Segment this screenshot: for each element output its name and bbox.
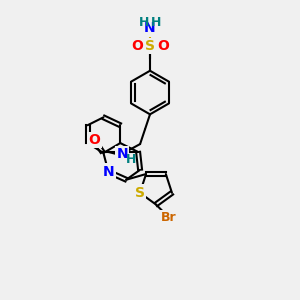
Text: Br: Br — [161, 211, 177, 224]
Text: S: S — [145, 39, 155, 53]
Text: O: O — [157, 39, 169, 53]
Text: N: N — [144, 21, 156, 35]
Text: N: N — [116, 147, 128, 161]
Text: S: S — [135, 186, 145, 200]
Text: O: O — [131, 39, 143, 53]
Text: H: H — [126, 153, 136, 167]
Text: N: N — [103, 165, 114, 179]
Text: H: H — [139, 16, 149, 29]
Text: O: O — [88, 133, 101, 147]
Text: H: H — [151, 16, 161, 29]
